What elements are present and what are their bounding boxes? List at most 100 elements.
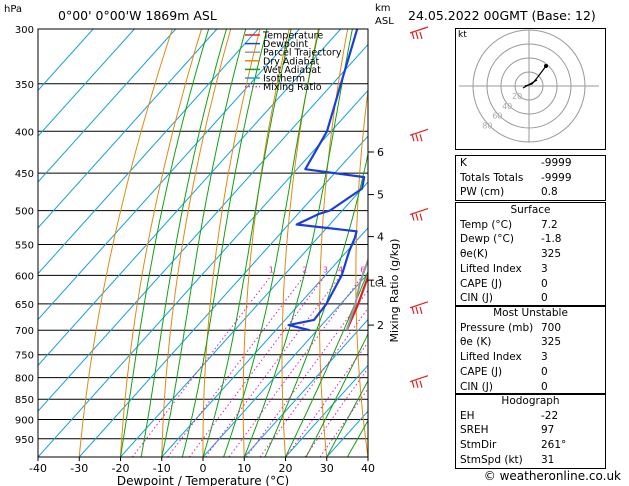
- isotherm-line: [38, 29, 135, 137]
- surface-row: CAPE (J) 0: [460, 277, 548, 290]
- x-tick-label: 30: [320, 462, 334, 475]
- mixing-ratio-label: 25: [443, 265, 453, 274]
- pressure-tick-label: 750: [15, 351, 34, 362]
- plot-area: 1 2 3 4 6 8 10 15 20 25: [38, 29, 629, 457]
- wind-barb-flag: [415, 134, 419, 142]
- isotherm-line: [78, 135, 368, 457]
- pressure-tick-label: 800: [15, 374, 34, 385]
- hodograph-ring-label: 80: [482, 122, 492, 131]
- surface-title: Surface: [510, 204, 551, 216]
- wind-barb-flag: [419, 380, 423, 388]
- wet-adiabat-line: [140, 29, 227, 457]
- hodograph-unit: kt: [458, 30, 467, 40]
- wind-barb-flag: [415, 380, 419, 388]
- wind-barb-staff: [409, 26, 429, 34]
- mixing-ratio-axis-label: Mixing Ratio (g/kg): [388, 239, 401, 343]
- wet-adiabat-line: [181, 29, 268, 457]
- x-tick-label: 10: [237, 462, 251, 475]
- hodograph-row: StmDir 261°: [460, 439, 567, 452]
- isotherm-line: [161, 227, 368, 457]
- mixing-ratio-label: 3: [323, 265, 328, 274]
- hodograph-table-title: Hodograph: [501, 395, 560, 407]
- wind-barb-staff: [409, 375, 429, 383]
- mixing-ratio-label: 6: [360, 265, 365, 274]
- wet-adiabat-line: [243, 29, 353, 457]
- wind-barb-staff: [409, 128, 429, 136]
- isotherm-line: [38, 89, 368, 457]
- hodograph-ring-label: 40: [502, 102, 512, 111]
- mixing-ratio-label: 15: [411, 265, 421, 274]
- dry-adiabat-line: [120, 29, 202, 457]
- index-row-k: K -9999: [460, 157, 572, 169]
- mixing-ratio-label: 1: [269, 265, 274, 274]
- most-unstable-row: θe (K) 325: [460, 336, 562, 349]
- mixing-ratio-line: [304, 367, 368, 457]
- wind-barb-flag: [415, 31, 419, 40]
- storm-motion-arrow: [522, 79, 538, 89]
- x-tick-label: -30: [70, 462, 88, 475]
- legend-label: Parcel Trajectory: [263, 48, 342, 59]
- mixing-ratio-line: [228, 275, 364, 457]
- legend-label: Isotherm: [263, 74, 305, 85]
- pressure-tick-label: 550: [15, 240, 34, 251]
- most-unstable-row: Lifted Index 3: [460, 351, 548, 364]
- pressure-tick-label: 500: [15, 207, 34, 218]
- isotherm-line: [38, 29, 300, 321]
- km-tick-label: 2: [377, 319, 384, 332]
- mixing-ratio-label: 2: [302, 265, 307, 274]
- wind-barb-flag: [419, 213, 423, 221]
- most-unstable-row: Pressure (mb) 700: [460, 321, 562, 334]
- wet-adiabat-line: [264, 151, 368, 457]
- dry-adiabat-line: [202, 29, 261, 457]
- wet-adiabat-line: [161, 29, 247, 457]
- hodograph-panel: [455, 28, 606, 150]
- surface-row: Dewp (°C) -1.8: [460, 233, 562, 246]
- hodograph-ring-label: 20: [512, 92, 522, 101]
- dry-adiabat-line: [355, 86, 368, 457]
- surface-row: Lifted Index 3: [460, 262, 548, 275]
- wind-barb-flag: [411, 380, 415, 388]
- isotherm-line: [38, 29, 342, 367]
- pressure-tick-label: 650: [15, 300, 34, 311]
- pressure-tick-label: 400: [15, 127, 34, 138]
- dry-adiabat-line: [242, 29, 290, 457]
- most-unstable-row: CAPE (J) 0: [460, 365, 548, 378]
- x-tick-label: -20: [112, 462, 130, 475]
- most-unstable-row: CIN (J) 0: [460, 380, 548, 393]
- x-tick-label: 40: [361, 462, 375, 475]
- hodograph-row: StmSpd (kt) 31: [460, 453, 555, 466]
- wet-adiabat-line: [305, 332, 368, 457]
- isotherm-line: [120, 181, 368, 457]
- mixing-ratio-line: [319, 387, 368, 457]
- indices-table: K -9999 Totals Totals -9999 PW (cm) 0.8: [455, 155, 606, 202]
- legend-label: Wet Adiabat: [263, 65, 321, 76]
- surface-row: θe(K) 325: [460, 248, 562, 261]
- isotherm-line: [38, 43, 368, 412]
- wet-adiabat-line: [326, 379, 368, 457]
- dry-adiabat-line: [425, 29, 450, 457]
- wind-barb-flag: [419, 134, 423, 142]
- pressure-tick-label: 950: [15, 435, 34, 446]
- most-unstable-title: Most Unstable: [493, 307, 568, 319]
- series-temperature: [345, 273, 368, 331]
- most-unstable-table: Most Unstable Pressure (mb) 700 θe (K) 325…: [455, 305, 606, 396]
- x-tick-label: 0: [200, 462, 207, 475]
- wind-barb-staff: [409, 208, 429, 216]
- surface-table: Surface Temp (°C) 7.2 Dewp (°C) -1.8 θe(K)…: [455, 202, 606, 307]
- isotherm-line: [202, 272, 368, 457]
- pressure-tick-label: 600: [15, 271, 34, 282]
- x-axis-label: Dewpoint / Temperature (°C): [117, 474, 289, 486]
- isotherm-line: [243, 318, 368, 457]
- dry-adiabat-line: [611, 29, 629, 457]
- mixing-ratio-label: 20: [429, 265, 439, 274]
- mixing-ratio-line: [188, 275, 326, 457]
- dry-adiabat-line: [281, 29, 319, 457]
- isotherm-line: [285, 364, 368, 457]
- pressure-tick-label: 850: [15, 395, 34, 406]
- wind-barb-flag: [411, 306, 415, 315]
- pressure-tick-label: 450: [15, 169, 34, 180]
- wind-barb-flag: [419, 306, 423, 315]
- hodograph-row: EH -22: [460, 409, 559, 422]
- wind-barb-flag: [411, 31, 415, 40]
- wet-adiabat-line: [202, 29, 292, 457]
